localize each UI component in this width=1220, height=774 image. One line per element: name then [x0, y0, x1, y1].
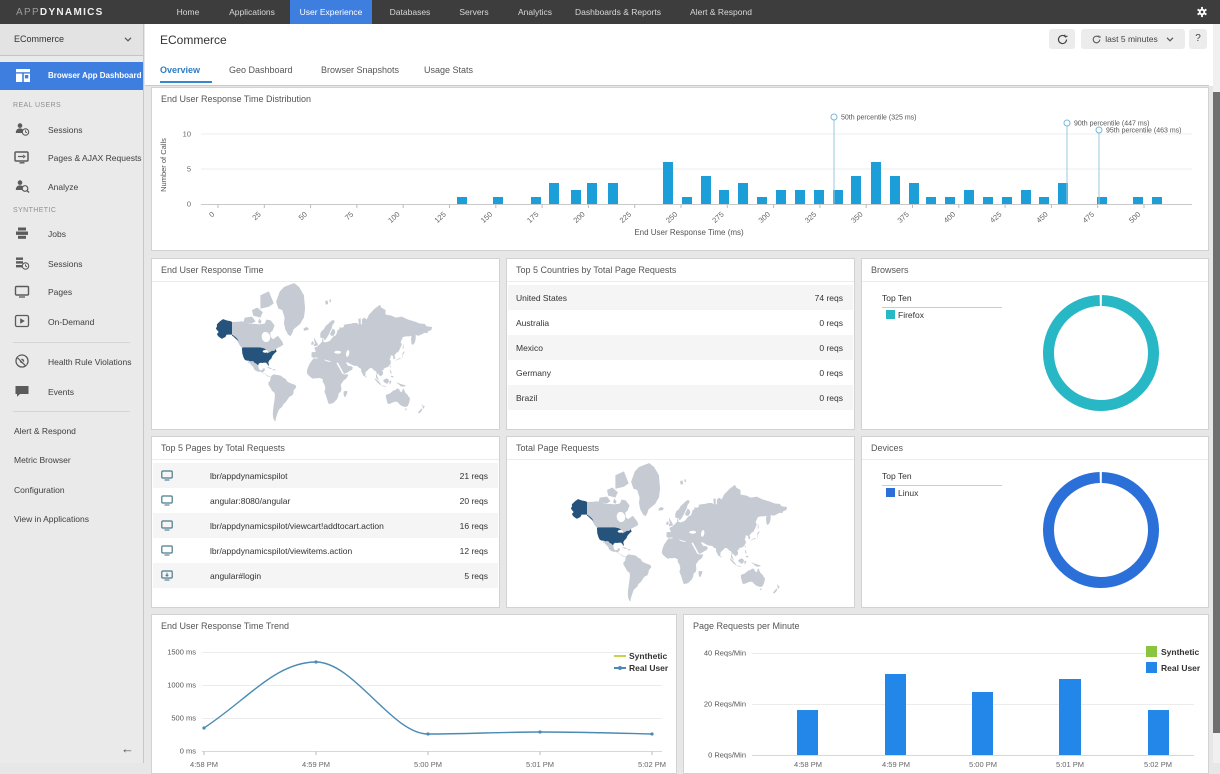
svg-text:150: 150 [479, 210, 494, 225]
svg-text:5:00 PM: 5:00 PM [414, 760, 442, 769]
svg-text:10: 10 [183, 130, 191, 139]
svg-text:20 Reqs/Min: 20 Reqs/Min [704, 700, 746, 709]
svg-text:Synthetic: Synthetic [629, 651, 668, 661]
svg-text:90th percentile (447 ms): 90th percentile (447 ms) [1074, 121, 1149, 128]
svg-text:0: 0 [207, 210, 216, 219]
svg-text:225: 225 [618, 210, 633, 225]
svg-text:500: 500 [1127, 210, 1142, 225]
svg-text:4:59 PM: 4:59 PM [882, 760, 910, 769]
svg-text:25: 25 [250, 210, 262, 222]
svg-text:5:01 PM: 5:01 PM [526, 760, 554, 769]
svg-text:5:01 PM: 5:01 PM [1056, 760, 1084, 769]
svg-text:75: 75 [343, 210, 355, 222]
svg-text:5: 5 [187, 165, 191, 174]
svg-text:300: 300 [757, 210, 772, 225]
svg-text:End User Response Time (ms): End User Response Time (ms) [634, 228, 744, 237]
svg-text:475: 475 [1081, 210, 1096, 225]
svg-text:5:00 PM: 5:00 PM [969, 760, 997, 769]
svg-text:0 Reqs/Min: 0 Reqs/Min [708, 751, 746, 760]
svg-text:5:02 PM: 5:02 PM [638, 760, 666, 769]
svg-text:5:02 PM: 5:02 PM [1144, 760, 1172, 769]
svg-text:40 Reqs/Min: 40 Reqs/Min [704, 649, 746, 658]
svg-text:500 ms: 500 ms [171, 714, 196, 723]
svg-text:100: 100 [386, 210, 401, 225]
svg-text:0: 0 [187, 200, 191, 209]
svg-text:1000 ms: 1000 ms [167, 681, 196, 690]
svg-text:450: 450 [1034, 210, 1049, 225]
svg-text:4:58 PM: 4:58 PM [190, 760, 218, 769]
svg-text:250: 250 [664, 210, 679, 225]
svg-text:425: 425 [988, 210, 1003, 225]
svg-text:125: 125 [433, 210, 448, 225]
svg-text:95th percentile (463 ms): 95th percentile (463 ms) [1106, 128, 1181, 135]
svg-text:0 ms: 0 ms [180, 747, 197, 756]
svg-text:Synthetic: Synthetic [1161, 647, 1200, 657]
svg-text:4:58 PM: 4:58 PM [794, 760, 822, 769]
svg-text:200: 200 [571, 210, 586, 225]
svg-text:175: 175 [525, 210, 540, 225]
svg-text:Real User: Real User [1161, 663, 1201, 673]
svg-text:400: 400 [942, 210, 957, 225]
svg-text:Number of Calls: Number of Calls [159, 138, 168, 192]
svg-text:275: 275 [710, 210, 725, 225]
svg-text:4:59 PM: 4:59 PM [302, 760, 330, 769]
svg-text:375: 375 [896, 210, 911, 225]
svg-text:350: 350 [849, 210, 864, 225]
svg-text:325: 325 [803, 210, 818, 225]
svg-text:Real User: Real User [629, 663, 669, 673]
svg-text:50th percentile (325 ms): 50th percentile (325 ms) [841, 115, 916, 122]
svg-text:1500 ms: 1500 ms [167, 648, 196, 657]
svg-text:50: 50 [297, 210, 309, 222]
